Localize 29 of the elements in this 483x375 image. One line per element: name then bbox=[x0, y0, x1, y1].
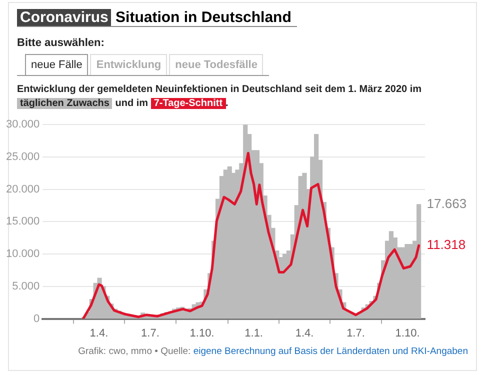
annotation: 17.663 bbox=[426, 196, 467, 212]
chart-subtitle: Entwicklung der gemeldeten Neuinfektionen in Deutschland seit dem 1. März 2020 im bbox=[17, 84, 422, 95]
y-tick-label: 15.000 bbox=[6, 216, 40, 228]
x-tick-label: 1.7. bbox=[346, 327, 365, 340]
x-tick-label: 1.10. bbox=[190, 327, 214, 340]
annotation: 11.318 bbox=[426, 237, 466, 252]
text: Entwicklung bbox=[90, 54, 168, 75]
text: neue Todesfälle bbox=[169, 54, 264, 75]
text: Grafik: cwo, mmo • Quelle: bbox=[78, 346, 191, 357]
text: 7-Tage-Schnitt bbox=[150, 98, 226, 109]
y-tick-label: 0 bbox=[34, 312, 40, 325]
y-tick-label: 5.000 bbox=[12, 280, 40, 292]
x-tick-label: 1.7. bbox=[141, 327, 160, 340]
y-tick-label: 25.000 bbox=[6, 151, 40, 163]
x-tick-label: 1.4. bbox=[295, 327, 314, 340]
text: neue Fälle bbox=[25, 54, 88, 75]
y-tick-label: 10.000 bbox=[6, 248, 40, 260]
text: täglichen Zuwachs bbox=[17, 98, 112, 109]
y-tick-label: 20.000 bbox=[6, 183, 40, 196]
text: eigene Berechnung auf Basis der Länderdaten und RKI-Angaben bbox=[193, 346, 468, 357]
text: Bitte auswählen: bbox=[17, 37, 104, 49]
chart-title: Coronavirus Situation in Deutschland bbox=[17, 9, 298, 27]
x-tick-label: 1.4. bbox=[90, 327, 108, 340]
x-tick-label: 1.10. bbox=[395, 327, 420, 340]
text: . bbox=[226, 98, 228, 109]
y-tick-label: 30.000 bbox=[6, 118, 40, 131]
text: und im bbox=[115, 98, 148, 109]
x-tick-label: 1.1. bbox=[244, 327, 263, 340]
bar bbox=[416, 204, 422, 319]
